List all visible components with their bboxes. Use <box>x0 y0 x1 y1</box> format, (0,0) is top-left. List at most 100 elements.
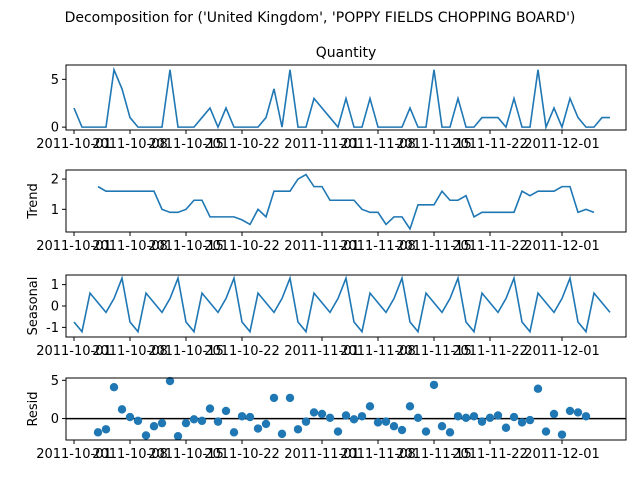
x-tick-label: 2011-11-22 <box>452 137 528 152</box>
resid-point <box>173 431 183 441</box>
x-tick-label: 2011-12-01 <box>524 137 600 152</box>
resid-point <box>389 422 399 431</box>
axes-frame <box>65 64 627 131</box>
resid-point <box>181 418 191 428</box>
resid-point <box>341 411 351 420</box>
resid-point <box>285 393 295 403</box>
resid-point <box>237 412 247 421</box>
resid-point <box>453 412 463 421</box>
resid-point <box>357 412 367 421</box>
resid-point <box>573 408 583 417</box>
observed-series-line <box>73 66 610 131</box>
x-tick-label: 2011-10-08 <box>92 239 168 254</box>
x-tick-label: 2011-11-01 <box>284 239 360 254</box>
x-tick-label: 2011-10-01 <box>36 344 112 359</box>
x-tick-label: 2011-11-08 <box>340 239 416 254</box>
x-tick-label: 2011-10-01 <box>36 239 112 254</box>
x-tick-label: 2011-10-22 <box>204 239 280 254</box>
y-axis-label: Trend <box>26 183 41 220</box>
resid-point <box>365 402 375 411</box>
resid-point <box>445 428 455 437</box>
resid-point <box>141 431 151 440</box>
x-tick-label: 2011-11-01 <box>284 137 360 152</box>
x-tick-label: 2011-10-15 <box>148 239 224 254</box>
y-tick-label: -1 <box>46 321 59 336</box>
resid-point <box>509 412 519 422</box>
panel-title: Quantity <box>316 45 377 61</box>
x-tick-label: 2011-12-01 <box>524 447 600 462</box>
y-tick-label: 5 <box>51 374 59 389</box>
x-tick-label: 2011-11-01 <box>284 344 360 359</box>
x-tick-label: 2011-10-22 <box>204 447 280 462</box>
resid-point <box>517 418 527 427</box>
x-tick-label: 2011-10-08 <box>92 344 168 359</box>
panel-seasonal: Seasonal -1012011-10-012011-10-082011-10-… <box>26 274 627 359</box>
axes-frame <box>65 169 627 233</box>
x-tick-label: 2011-10-08 <box>92 137 168 152</box>
resid-point <box>493 411 503 420</box>
resid-point <box>333 427 343 436</box>
resid-point <box>213 417 223 426</box>
resid-point <box>253 424 263 433</box>
y-tick-label: 2 <box>51 173 59 188</box>
resid-point <box>309 408 319 417</box>
y-axis-label: Seasonal <box>26 277 41 336</box>
resid-point <box>245 412 255 422</box>
x-tick-label: 2011-11-08 <box>340 447 416 462</box>
x-tick-label: 2011-11-15 <box>396 344 472 359</box>
resid-point <box>133 416 143 426</box>
resid-point <box>165 376 175 386</box>
resid-point <box>349 415 359 424</box>
panel-trend: Trend 122011-10-012011-10-082011-10-15201… <box>26 169 627 254</box>
resid-point <box>477 417 487 426</box>
x-tick-label: 2011-12-01 <box>524 344 600 359</box>
y-tick-label: 5 <box>51 73 59 88</box>
panel-observed: Quantity 0 5 2011-10-012011-10-082011-10-15… <box>36 45 627 152</box>
resid-point <box>405 402 415 411</box>
resid-point <box>317 409 327 419</box>
panel-resid: Resid 052011-10-012011-10-082011-10-15201… <box>26 374 627 462</box>
resid-point <box>293 425 303 434</box>
x-tick-label: 2011-10-01 <box>36 137 112 152</box>
x-tick-label: 2011-10-22 <box>204 344 280 359</box>
x-tick-label: 2011-11-08 <box>340 137 416 152</box>
resid-point <box>93 428 103 437</box>
x-tick-label: 2011-11-22 <box>452 344 528 359</box>
y-axis-label: Resid <box>26 391 41 426</box>
figure-title: Decomposition for ('United Kingdom', 'PO… <box>65 10 576 26</box>
x-tick-label: 2011-11-15 <box>396 447 472 462</box>
y-tick-label: 0 <box>51 121 59 136</box>
resid-point <box>541 427 551 436</box>
axes-frame <box>65 377 627 441</box>
x-tick-label: 2011-10-15 <box>148 344 224 359</box>
x-tick-label: 2011-12-01 <box>524 239 600 254</box>
x-tick-label: 2011-10-15 <box>148 447 224 462</box>
resid-point <box>557 430 567 439</box>
resid-point <box>229 428 239 437</box>
y-tick-label: 0 <box>51 412 59 427</box>
resid-point <box>413 413 423 422</box>
x-tick-label: 2011-10-22 <box>204 137 280 152</box>
resid-point <box>469 412 479 421</box>
x-tick-label: 2011-11-08 <box>340 344 416 359</box>
resid-point <box>581 412 591 421</box>
resid-point <box>373 418 383 427</box>
resid-point <box>501 423 511 432</box>
resid-point <box>565 406 575 416</box>
resid-point <box>325 413 335 422</box>
trend-series-line <box>97 173 595 231</box>
resid-point <box>461 413 471 422</box>
resid-point <box>381 417 391 426</box>
resid-point <box>277 429 287 439</box>
x-tick-label: 2011-10-01 <box>36 447 112 462</box>
resid-point <box>525 415 535 425</box>
x-tick-label: 2011-10-15 <box>148 137 224 152</box>
panels: Quantity052011-10-012011-10-082011-10-15… <box>26 45 627 462</box>
resid-point <box>437 422 447 431</box>
resid-point <box>485 413 495 422</box>
resid-point <box>221 406 231 416</box>
resid-point <box>533 384 543 393</box>
resid-point <box>261 419 271 429</box>
x-tick-label: 2011-10-08 <box>92 447 168 462</box>
